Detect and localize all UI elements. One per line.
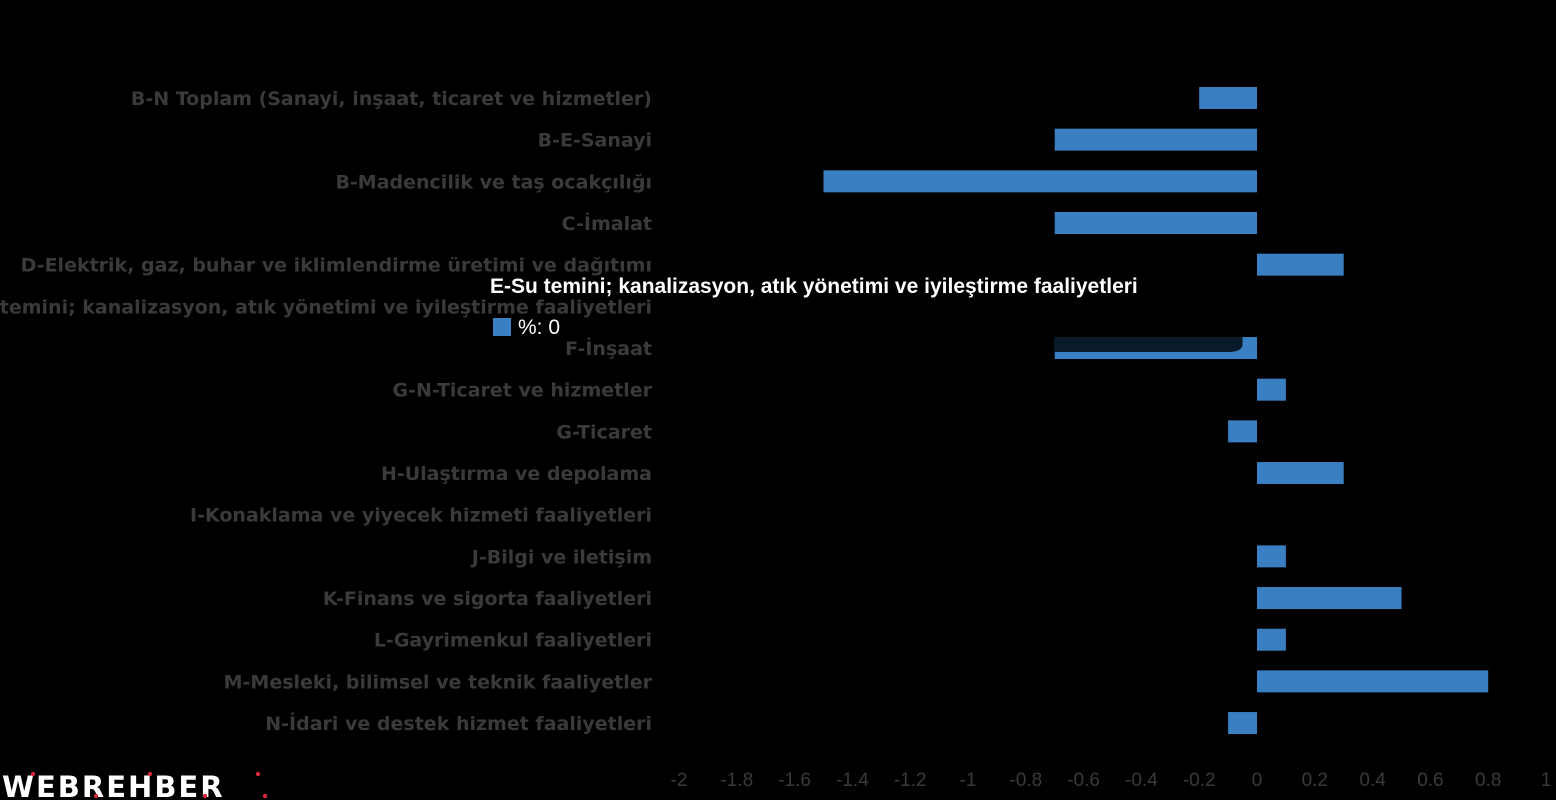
bar[interactable] bbox=[1257, 462, 1344, 485]
webrehber-logo: WEBREHBER bbox=[2, 770, 268, 800]
tooltip-title: E-Su temini; kanalizasyon, atık yönetimi… bbox=[490, 275, 1138, 298]
logo-accent-dot bbox=[147, 771, 153, 777]
category-label: B-E-Sanayi bbox=[538, 130, 652, 152]
category-labels: B-N Toplam (Sanayi, inşaat, ticaret ve h… bbox=[0, 88, 653, 735]
x-tick-label: -0.4 bbox=[1125, 770, 1158, 791]
x-tick-label: -1.4 bbox=[836, 770, 869, 791]
bar[interactable] bbox=[1199, 87, 1257, 109]
tooltip-swatch bbox=[493, 318, 511, 336]
tooltip: E-Su temini; kanalizasyon, atık yönetimi… bbox=[490, 275, 1243, 353]
category-label: H-Ulaştırma ve depolama bbox=[381, 463, 652, 485]
x-tick-label: -2 bbox=[671, 770, 688, 791]
bar[interactable] bbox=[823, 170, 1258, 193]
logo-accent-dot bbox=[93, 793, 99, 799]
x-axis-ticks: -2 -1.8 -1.6 -1.4 -1.2 -1 -0.8 -0.6 -0.4 -0.2 0 0.2… bbox=[671, 770, 1552, 791]
x-tick-label: 0 bbox=[1252, 770, 1263, 791]
category-label: M-Mesleki, bilimsel ve teknik faaliyetle… bbox=[224, 671, 653, 693]
category-label: C-İmalat bbox=[562, 211, 652, 235]
tooltip-value: %: 0 bbox=[518, 316, 560, 339]
category-label: B-Madencilik ve taş ocakçılığı bbox=[335, 171, 652, 193]
x-tick-label: -1.8 bbox=[720, 770, 753, 791]
category-label: D-Elektrik, gaz, buhar ve iklimlendirme … bbox=[21, 255, 652, 277]
category-label: J-Bilgi ve iletişim bbox=[470, 546, 652, 568]
category-label: I-Konaklama ve yiyecek hizmeti faaliyetl… bbox=[190, 505, 652, 527]
x-tick-label: 0.2 bbox=[1302, 770, 1328, 791]
x-tick-label: -0.8 bbox=[1009, 770, 1042, 791]
category-label: B-N Toplam (Sanayi, inşaat, ticaret ve h… bbox=[131, 88, 652, 110]
category-label: E-Su temini; kanalizasyon, atık yönetimi… bbox=[0, 296, 652, 318]
x-tick-label: 1 bbox=[1541, 770, 1552, 791]
x-tick-label: -1.6 bbox=[778, 770, 811, 791]
bar[interactable] bbox=[1228, 712, 1257, 735]
category-label: G-Ticaret bbox=[556, 421, 652, 443]
bar[interactable] bbox=[1054, 212, 1257, 235]
logo-accent-dot bbox=[30, 771, 36, 777]
bar[interactable] bbox=[1257, 545, 1286, 568]
logo-accent-dot bbox=[255, 771, 261, 777]
x-tick-label: 0.4 bbox=[1359, 770, 1386, 791]
x-tick-label: -0.6 bbox=[1067, 770, 1100, 791]
bar[interactable] bbox=[1257, 670, 1489, 693]
bar[interactable] bbox=[1257, 587, 1402, 610]
category-label: L-Gayrimenkul faaliyetleri bbox=[374, 630, 652, 652]
bars bbox=[823, 87, 1489, 735]
category-label: N-İdari ve destek hizmet faaliyetleri bbox=[265, 711, 652, 735]
bar[interactable] bbox=[1257, 378, 1286, 401]
logo-accent-dot bbox=[202, 793, 208, 799]
x-tick-label: 0.6 bbox=[1417, 770, 1443, 791]
x-tick-label: -1 bbox=[960, 770, 977, 791]
category-label: F-İnşaat bbox=[565, 336, 652, 360]
category-label: G-N-Ticaret ve hizmetler bbox=[392, 380, 652, 402]
bar[interactable] bbox=[1257, 628, 1286, 651]
bar[interactable] bbox=[1054, 128, 1257, 151]
logo-accent-dot bbox=[262, 793, 268, 799]
x-tick-label: -0.2 bbox=[1183, 770, 1216, 791]
tooltip-shadow bbox=[1054, 337, 1243, 353]
bar[interactable] bbox=[1228, 420, 1257, 443]
logo-text: WEBREHBER bbox=[2, 770, 225, 800]
category-label: K-Finans ve sigorta faaliyetleri bbox=[323, 588, 652, 610]
bar[interactable] bbox=[1257, 253, 1344, 276]
x-tick-label: -1.2 bbox=[894, 770, 927, 791]
x-tick-label: 0.8 bbox=[1475, 770, 1501, 791]
